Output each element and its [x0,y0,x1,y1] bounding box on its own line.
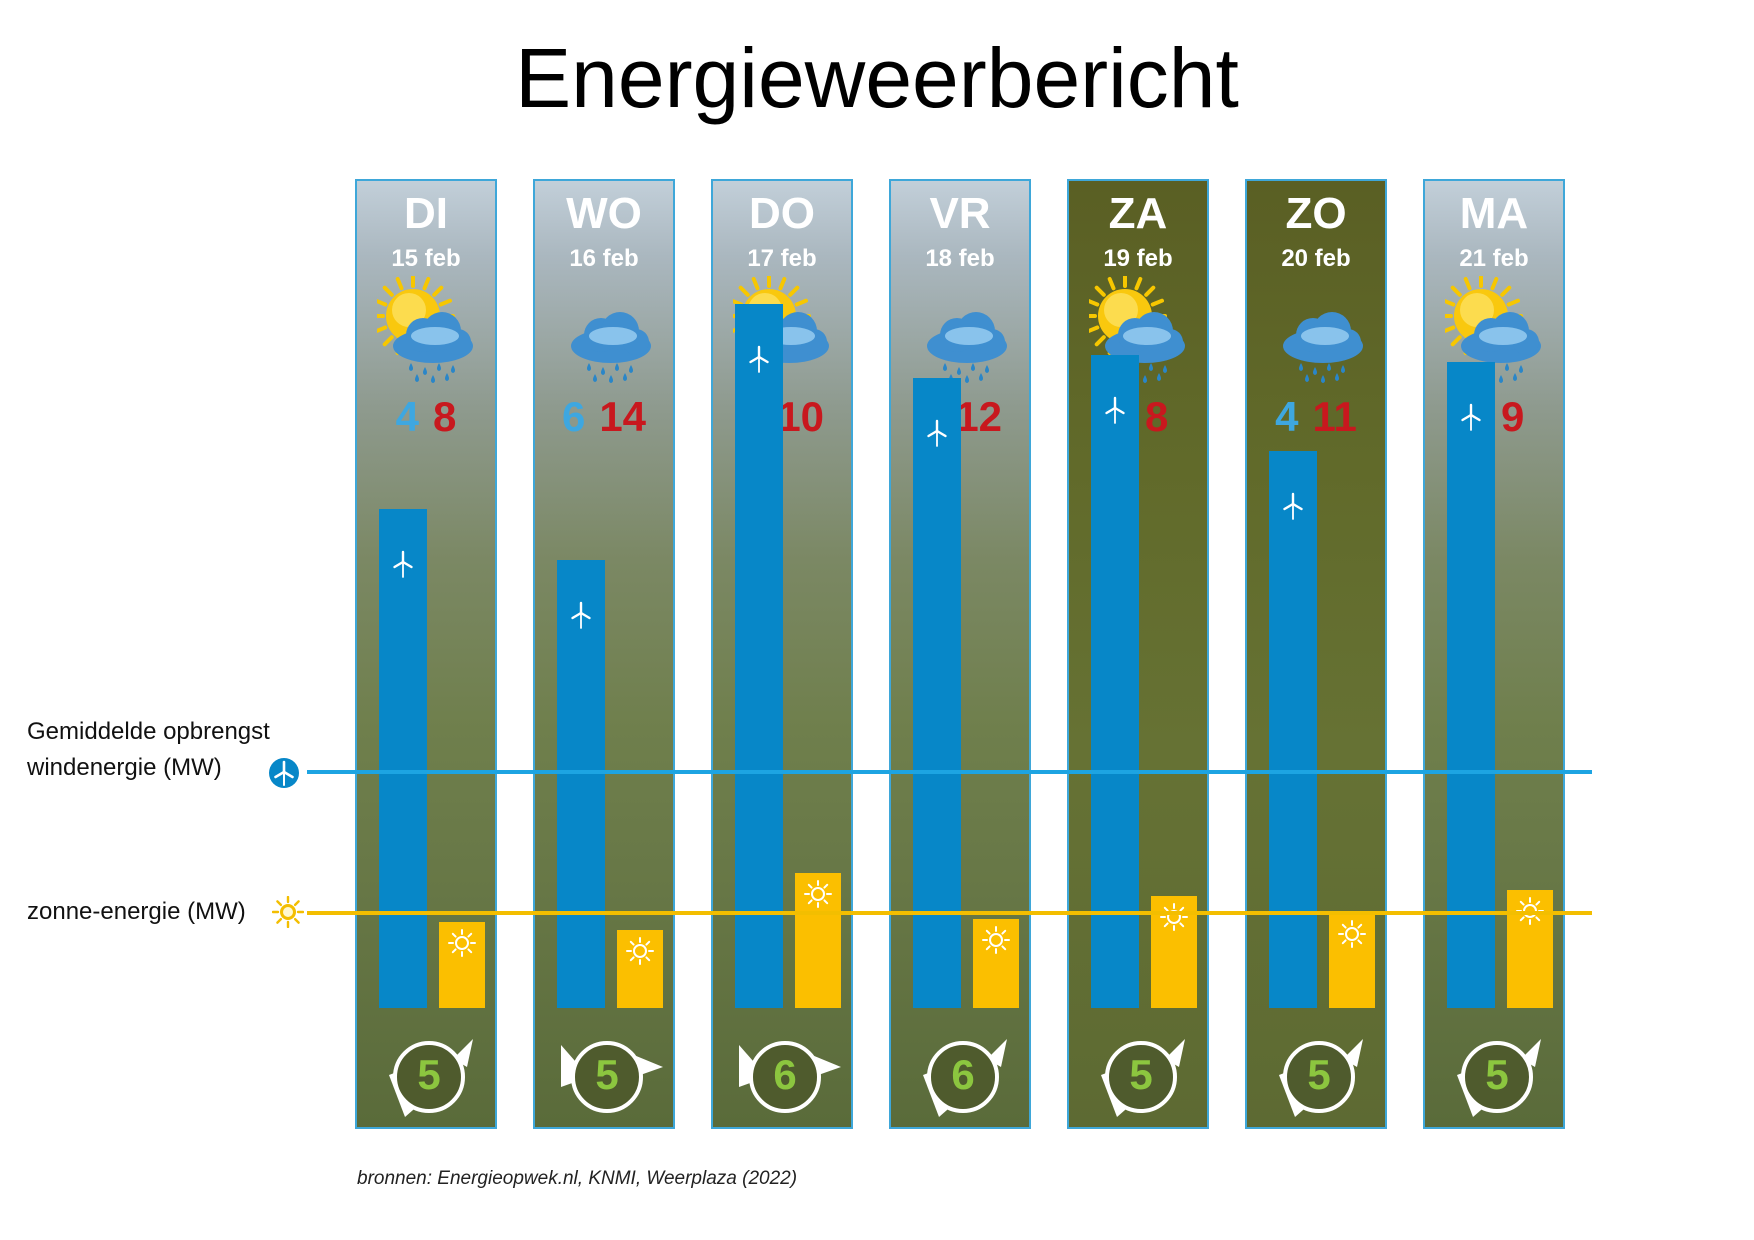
day-label: MA [1459,189,1529,238]
day-column: DI 15 feb 4 8 5 [355,179,497,1129]
day-column: ZO 20 feb 4 11 5 [1245,179,1387,1129]
wind-energy-bar [735,304,783,1008]
wind-turbine-icon [1105,396,1125,424]
date-label: 17 feb [747,245,817,272]
wind-direction-indicator [389,1039,473,1117]
sun-cloud-rain-icon [377,276,473,383]
wind-force-label: 5 [417,1051,441,1098]
date-label: 21 feb [1459,245,1529,272]
sun-cloud-rain-icon [1089,276,1185,383]
wind-energy-bar [1447,362,1495,1008]
wind-direction-indicator [561,1041,663,1113]
day-column: WO 16 feb 6 14 5 [533,179,675,1129]
wind-legend: Gemiddelde opbrengst windenergie (MW) [27,714,270,786]
wind-legend-line2: windenergie (MW) [27,754,222,781]
chart-title: Energieweerbericht [515,31,1239,125]
min-temperature: 4 [395,393,419,440]
solar-energy-bar [439,922,485,1008]
temperature-pair: 6 14 [535,393,673,441]
wind-energy-bar [1269,451,1317,1008]
max-temperature: 11 [1312,393,1357,440]
min-temperature: 4 [1275,393,1299,440]
sun-icon [626,937,654,965]
sun-icon [804,880,832,908]
wind-turbine-icon [927,419,947,447]
wind-energy-bar [379,509,427,1008]
max-temperature: 14 [599,393,647,440]
min-temperature: 6 [561,393,586,440]
temperature-pair: 4 11 [1247,393,1385,441]
wind-turbine-icon [393,550,413,578]
cloud-rain-icon [571,312,651,383]
wind-energy-bar [913,378,961,1008]
date-label: 15 feb [391,245,461,272]
wind-direction-indicator [1457,1039,1541,1117]
wind-turbine-legend-icon [269,758,299,788]
day-label: WO [566,189,642,238]
day-label: DO [749,189,815,238]
wind-average-line [307,770,1592,774]
wind-direction-indicator [1101,1039,1185,1117]
sun-icon [448,929,476,957]
wind-turbine-icon [1283,492,1303,520]
max-temperature: 10 [777,393,825,440]
wind-direction-indicator [923,1039,1007,1117]
sun-icon [982,926,1010,954]
wind-turbine-icon [1461,403,1481,431]
solar-average-line [307,911,1592,915]
wind-turbine-icon [749,345,769,373]
solar-energy-bar [795,873,841,1008]
wind-force-label: 6 [773,1051,797,1098]
sun-icon [1338,920,1366,948]
sun-icon [1160,903,1188,931]
date-label: 19 feb [1103,245,1173,272]
sun-cloud-rain-icon [1445,276,1541,383]
date-label: 18 feb [925,245,995,272]
wind-energy-bar [1091,355,1139,1008]
solar-legend: zonne-energie (MW) [27,898,246,925]
date-label: 16 feb [569,245,639,272]
wind-force-label: 6 [951,1051,975,1098]
wind-force-label: 5 [1307,1051,1331,1098]
day-label: VR [929,189,991,238]
wind-force-label: 5 [595,1051,619,1098]
source-note: bronnen: Energieopwek.nl, KNMI, Weerplaz… [357,1168,798,1189]
cloud-rain-icon [927,312,1007,383]
wind-legend-line1: Gemiddelde opbrengst [27,718,270,745]
solar-energy-bar [617,930,663,1008]
max-temperature: 8 [433,393,457,440]
max-temperature: 8 [1145,393,1169,440]
cloud-rain-icon [1283,312,1363,383]
max-temperature: 12 [955,393,1003,440]
sun-legend-icon [272,896,304,928]
solar-energy-bar [973,919,1019,1008]
wind-direction-indicator [1279,1039,1363,1117]
solar-energy-bar [1507,890,1553,1008]
date-label: 20 feb [1281,245,1351,272]
wind-force-label: 5 [1129,1051,1153,1098]
day-label: ZO [1285,189,1347,238]
day-label: DI [404,189,448,238]
max-temperature: 9 [1501,393,1525,440]
wind-energy-bar [557,560,605,1008]
day-label: ZA [1108,189,1168,238]
wind-force-label: 5 [1485,1051,1509,1098]
wind-direction-indicator [739,1041,841,1113]
wind-turbine-icon [571,601,591,629]
solar-energy-bar [1329,913,1375,1008]
